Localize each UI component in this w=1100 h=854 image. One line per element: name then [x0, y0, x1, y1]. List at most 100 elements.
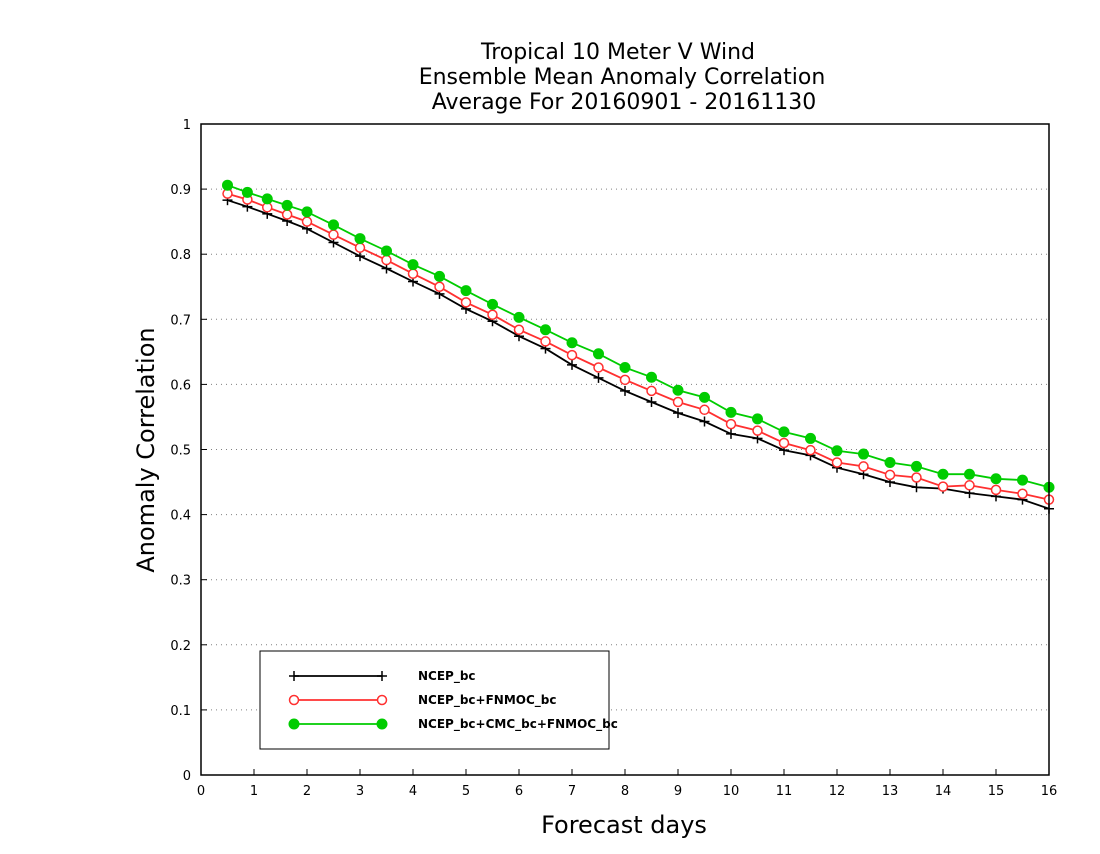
- open-circle-marker: [540, 336, 551, 347]
- open-circle-marker: [672, 396, 684, 408]
- filled-circle-marker: [261, 193, 273, 205]
- open-circle-marker: [858, 461, 869, 472]
- y-tick-label: 0.2: [170, 639, 191, 654]
- open-circle-marker: [301, 216, 313, 227]
- chart-title: Tropical 10 Meter V Wind Ensemble Mean A…: [419, 40, 826, 115]
- open-circle-marker: [911, 472, 922, 483]
- plus-marker: [567, 359, 577, 370]
- open-circle-marker: [288, 694, 300, 706]
- open-circle-marker: [752, 425, 763, 436]
- plus-marker: [289, 671, 299, 681]
- series-NCEP_bc+FNMOC_bc: [222, 188, 1055, 505]
- open-circle-marker: [381, 254, 392, 266]
- open-circle-marker: [990, 484, 1002, 496]
- plus-marker: [699, 416, 710, 427]
- x-tick-label: 2: [303, 784, 311, 799]
- filled-circle-marker: [911, 460, 922, 472]
- x-axis-title: Forecast days: [541, 811, 707, 839]
- series-line: [227, 199, 1050, 510]
- grid: [201, 188, 1049, 711]
- filled-circle-marker: [752, 413, 763, 425]
- plus-marker: [673, 408, 683, 419]
- open-circle-marker: [460, 297, 472, 308]
- legend-item: NCEP_bc: [289, 669, 476, 684]
- filled-circle-marker: [858, 448, 869, 460]
- filled-circle-marker: [778, 426, 790, 438]
- open-circle-marker: [354, 242, 366, 253]
- chart-title-line-2: Ensemble Mean Anomaly Correlation: [419, 65, 826, 90]
- open-circle-marker: [646, 385, 657, 397]
- filled-circle-marker: [937, 468, 949, 480]
- open-circle-marker: [434, 281, 445, 292]
- legend-items: NCEP_bc NCEP_bc+FNMOC_bc NCEP_bc+CMC_bc+FN…: [288, 669, 618, 732]
- open-circle-marker: [328, 229, 339, 240]
- y-tick-label: 0.5: [170, 444, 191, 459]
- filled-circle-marker: [301, 206, 313, 218]
- y-axis-ticks: 0 0.1 0.2 0.3 0.4 0.5 0.6 0.7 0.8 0.9 1: [170, 118, 207, 784]
- x-tick-label: 3: [356, 784, 364, 799]
- filled-circle-marker: [831, 445, 843, 457]
- plus-marker: [646, 396, 657, 407]
- plus-marker: [377, 671, 387, 681]
- chart-title-line-1: Tropical 10 Meter V Wind: [480, 40, 755, 65]
- x-tick-label: 12: [829, 784, 846, 799]
- x-tick-label: 1: [250, 784, 258, 799]
- plus-marker: [726, 428, 736, 439]
- open-circle-marker: [699, 404, 710, 416]
- x-tick-label: 4: [409, 784, 417, 799]
- filled-circle-marker: [460, 285, 472, 297]
- series-NCEP_bc+CMC_bc+FNMOC_bc: [222, 179, 1055, 493]
- x-tick-label: 6: [515, 784, 523, 799]
- open-circle-marker: [281, 209, 293, 220]
- series-line: [227, 184, 1050, 489]
- open-circle-marker: [513, 324, 525, 335]
- filled-circle-marker: [281, 199, 293, 211]
- y-tick-label: 0.8: [170, 248, 191, 263]
- legend-item: NCEP_bc+FNMOC_bc: [288, 693, 557, 708]
- x-tick-label: 15: [988, 784, 1005, 799]
- filled-circle-marker: [354, 233, 366, 245]
- filled-circle-marker: [1017, 474, 1028, 486]
- plus-marker: [593, 372, 604, 383]
- x-tick-label: 8: [621, 784, 629, 799]
- open-circle-marker: [1017, 488, 1028, 500]
- chart-title-line-3: Average For 20160901 - 20161130: [432, 90, 817, 115]
- x-tick-label: 11: [776, 784, 793, 799]
- open-circle-marker: [937, 481, 949, 492]
- y-tick-label: 0: [183, 769, 191, 784]
- filled-circle-marker: [619, 361, 631, 373]
- y-tick-label: 0.9: [170, 183, 191, 198]
- y-tick-label: 0.3: [170, 574, 191, 589]
- filled-circle-marker: [288, 718, 300, 730]
- x-tick-label: 14: [935, 784, 952, 799]
- open-circle-marker: [376, 694, 388, 706]
- filled-circle-marker: [805, 432, 816, 444]
- open-circle-marker: [407, 268, 419, 279]
- filled-circle-marker: [540, 324, 551, 336]
- filled-circle-marker: [376, 718, 388, 730]
- y-tick-label: 0.4: [170, 509, 191, 524]
- filled-circle-marker: [434, 270, 445, 282]
- filled-circle-marker: [964, 468, 975, 480]
- legend-label: NCEP_bc: [418, 669, 476, 684]
- plus-marker: [911, 482, 922, 493]
- series-line: [227, 192, 1050, 501]
- filled-circle-marker: [407, 259, 419, 271]
- y-axis-title: Anomaly Correlation: [132, 327, 160, 572]
- series-lines: [222, 179, 1055, 514]
- y-tick-label: 1: [183, 118, 191, 133]
- open-circle-marker: [619, 374, 631, 386]
- y-tick-label: 0.1: [170, 704, 191, 719]
- filled-circle-marker: [699, 391, 710, 403]
- legend-label: NCEP_bc+CMC_bc+FNMOC_bc: [418, 717, 618, 732]
- filled-circle-marker: [990, 473, 1002, 485]
- open-circle-marker: [831, 457, 843, 468]
- open-circle-marker: [805, 444, 816, 456]
- x-tick-label: 16: [1041, 784, 1058, 799]
- filled-circle-marker: [487, 298, 498, 310]
- filled-circle-marker: [725, 406, 737, 418]
- y-tick-label: 0.6: [170, 378, 191, 393]
- open-circle-marker: [778, 437, 790, 449]
